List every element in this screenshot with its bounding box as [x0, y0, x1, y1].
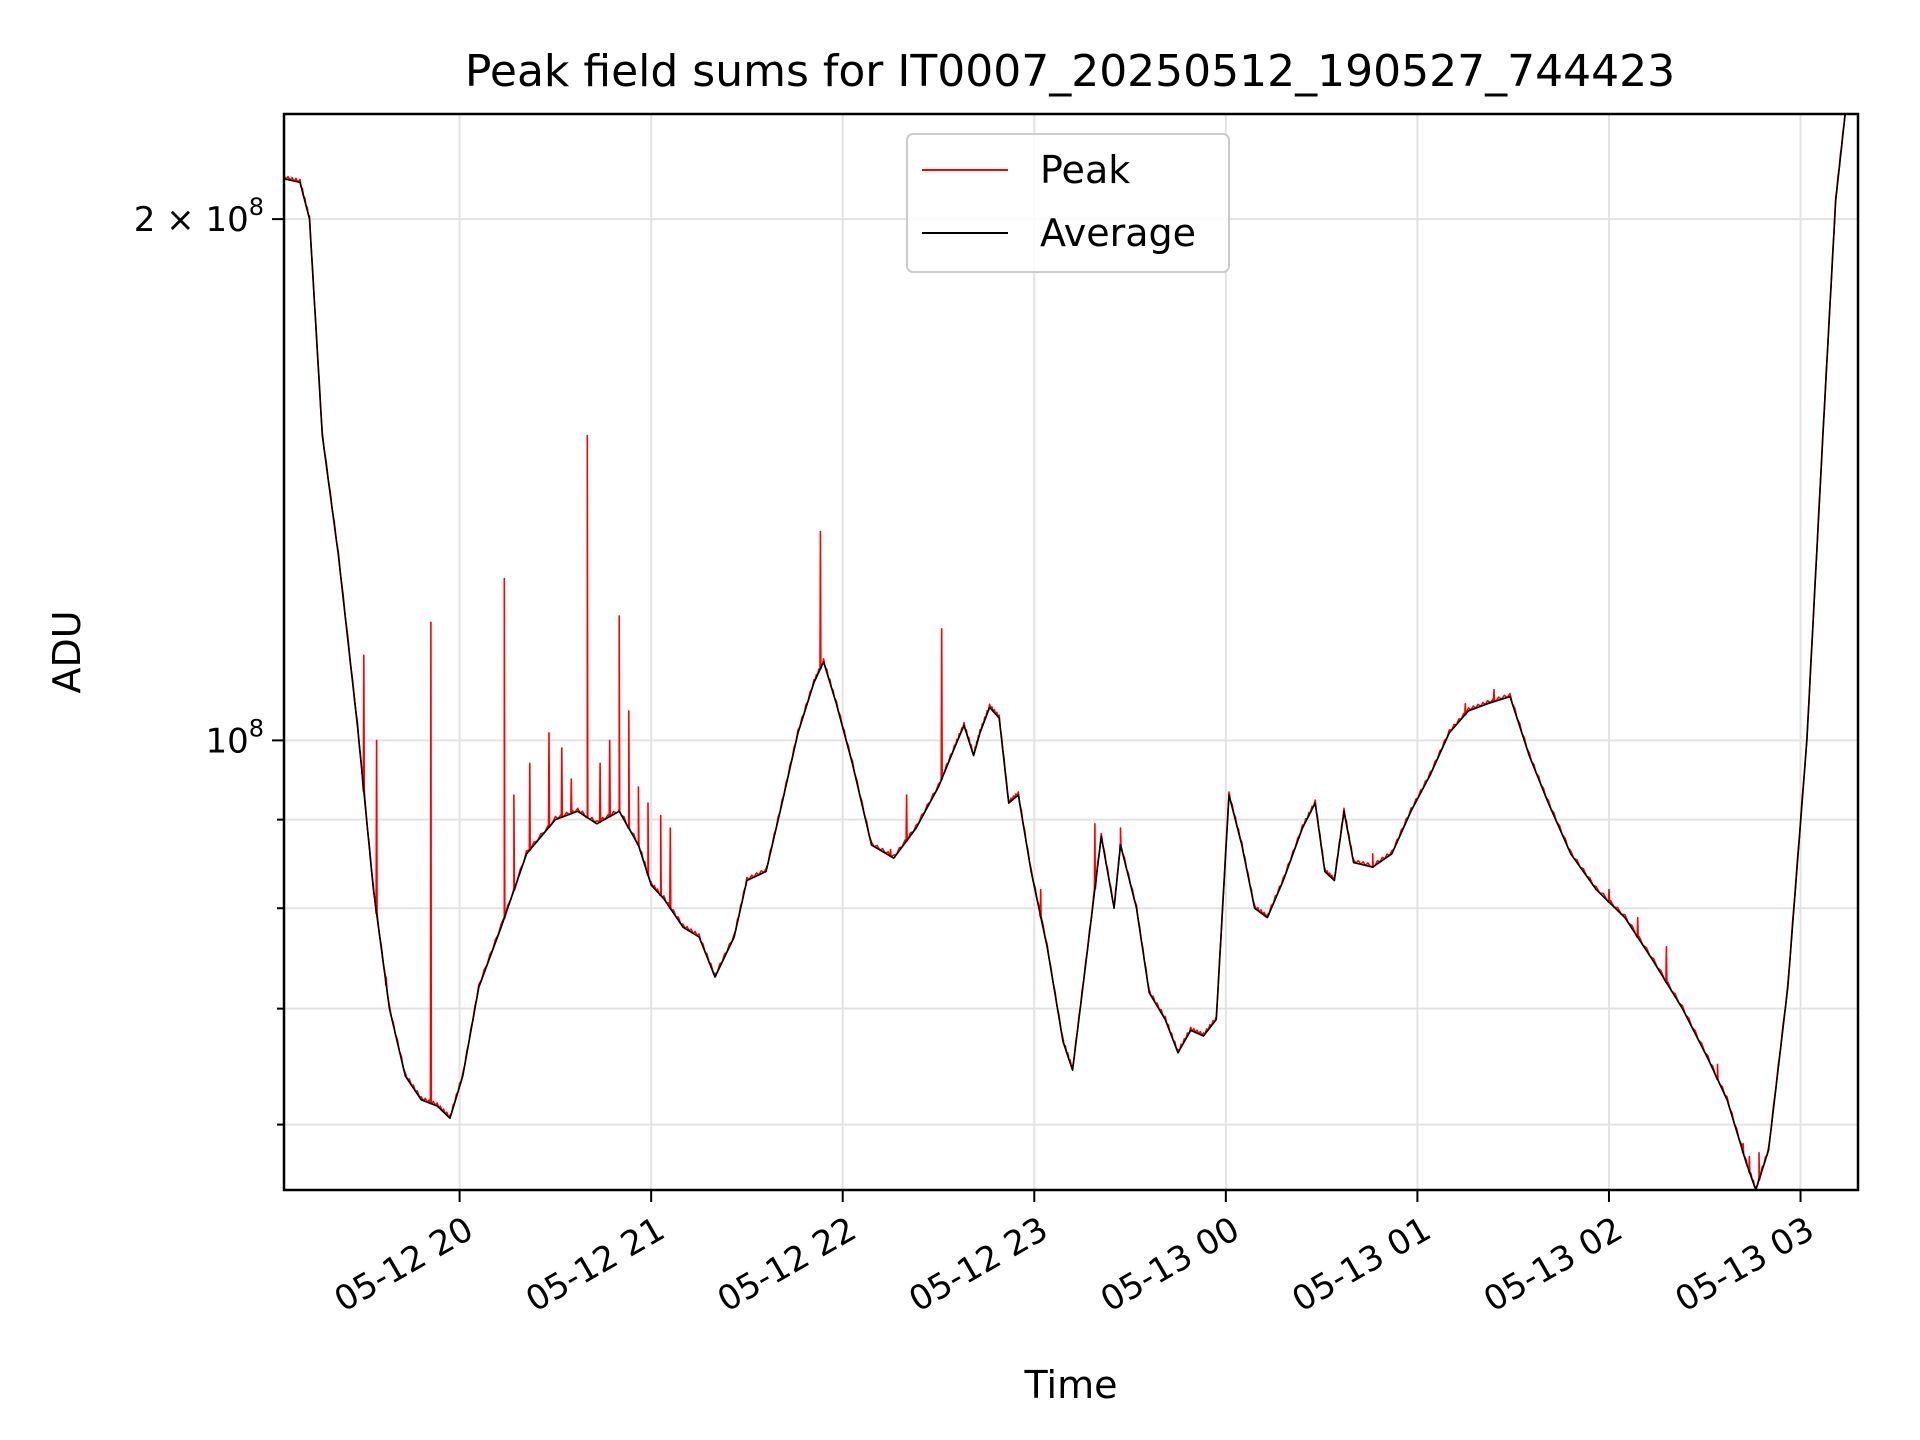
x-tick-label: 05-12 20 — [328, 1209, 480, 1320]
y-tick-label: 2 × 108 — [134, 193, 264, 240]
grid — [284, 114, 1858, 1190]
x-axis-ticks: 05-12 20 05-12 21 05-12 22 05-12 23 05-13 00… — [328, 1190, 1821, 1320]
legend-label-average: Average — [1040, 211, 1196, 255]
y-axis-label: ADU — [45, 610, 89, 693]
x-tick-label: 05-13 01 — [1286, 1209, 1438, 1320]
x-axis-label: Time — [1024, 1363, 1118, 1407]
plot-area — [284, 114, 1858, 1190]
x-tick-label: 05-13 03 — [1669, 1209, 1821, 1320]
x-tick-label: 05-12 23 — [902, 1209, 1054, 1320]
x-tick-label: 05-12 22 — [711, 1209, 863, 1320]
chart-title: Peak field sums for IT0007_20250512_1905… — [465, 46, 1675, 97]
average-series-line — [284, 114, 1858, 1190]
x-tick-label: 05-13 02 — [1477, 1209, 1629, 1320]
x-tick-label: 05-13 00 — [1094, 1209, 1246, 1320]
x-tick-label: 05-12 21 — [519, 1209, 671, 1320]
legend-box — [906, 133, 1230, 273]
plot-frame — [282, 112, 1860, 1192]
legend-label-peak: Peak — [1040, 148, 1130, 192]
legend: Peak Average — [906, 133, 1230, 273]
y-axis-ticks: 2 × 108 108 — [134, 193, 284, 1126]
y-tick-label: 108 — [205, 714, 264, 761]
